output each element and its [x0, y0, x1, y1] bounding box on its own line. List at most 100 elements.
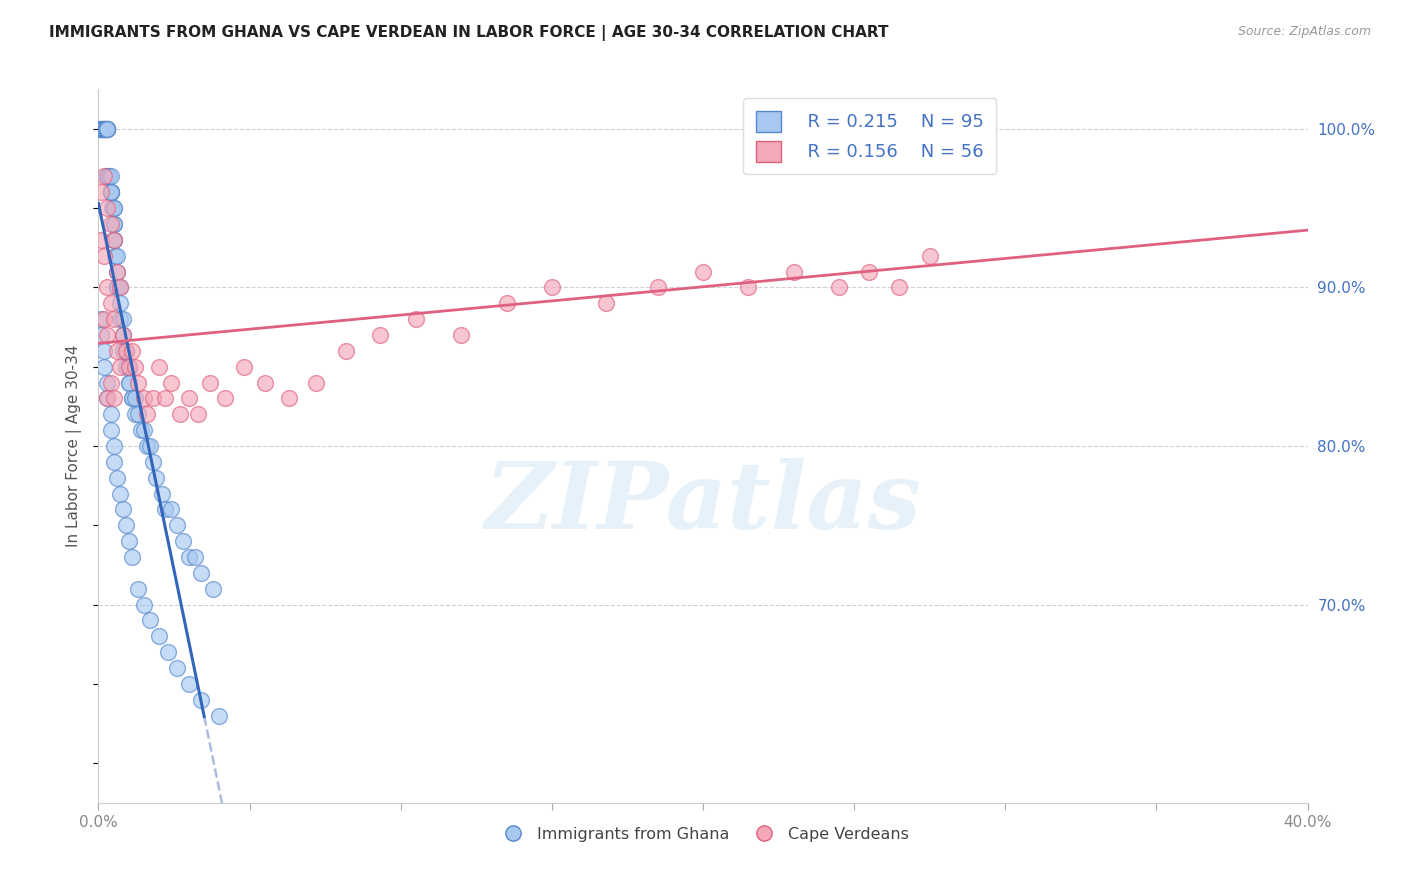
Point [208, 708, 231, 723]
Point [96, 169, 118, 184]
Point [114, 343, 136, 358]
Point [277, 392, 299, 406]
Point [169, 407, 191, 421]
Point [100, 407, 122, 421]
Point [103, 455, 125, 469]
Point [127, 376, 149, 390]
Point [100, 423, 122, 437]
Point [132, 423, 155, 437]
Text: ZIPatlas: ZIPatlas [485, 458, 921, 548]
Point [93, 121, 115, 136]
Point [111, 502, 134, 516]
Point [93, 359, 115, 374]
Point [253, 376, 276, 390]
Point [91, 121, 114, 136]
Point [93, 312, 115, 326]
Point [96, 121, 118, 136]
Point [540, 280, 562, 294]
Point [93, 249, 115, 263]
Point [737, 280, 759, 294]
Point [96, 376, 118, 390]
Point [103, 201, 125, 215]
Point [91, 121, 114, 136]
Point [172, 534, 194, 549]
Point [89, 121, 111, 136]
Point [93, 343, 115, 358]
Point [100, 169, 122, 184]
Point [103, 201, 125, 215]
Point [828, 280, 851, 294]
Point [187, 407, 209, 421]
Point [100, 186, 122, 200]
Point [160, 502, 183, 516]
Point [121, 549, 143, 564]
Point [783, 264, 806, 278]
Y-axis label: In Labor Force | Age 30-34: In Labor Force | Age 30-34 [66, 344, 83, 548]
Point [858, 264, 880, 278]
Point [96, 121, 118, 136]
Point [96, 201, 118, 215]
Point [90, 121, 112, 136]
Point [129, 423, 152, 437]
Point [368, 328, 391, 343]
Point [124, 407, 146, 421]
Point [98, 169, 121, 184]
Point [103, 439, 125, 453]
Point [160, 376, 183, 390]
Point [100, 186, 122, 200]
Point [139, 614, 162, 628]
Point [190, 566, 212, 580]
Point [90, 121, 112, 136]
Point [90, 186, 112, 200]
Point [148, 629, 170, 643]
Point [405, 312, 427, 326]
Point [153, 392, 176, 406]
Point [103, 233, 125, 247]
Point [132, 598, 155, 612]
Point [90, 121, 112, 136]
Point [232, 359, 254, 374]
Point [118, 359, 141, 374]
Text: Source: ZipAtlas.com: Source: ZipAtlas.com [1237, 25, 1371, 38]
Point [111, 312, 134, 326]
Point [96, 392, 118, 406]
Point [202, 582, 225, 596]
Point [132, 392, 155, 406]
Point [93, 121, 115, 136]
Point [111, 328, 134, 343]
Point [190, 692, 212, 706]
Point [145, 471, 167, 485]
Point [105, 280, 128, 294]
Point [96, 392, 118, 406]
Point [105, 264, 128, 278]
Point [121, 343, 143, 358]
Point [957, 121, 980, 136]
Point [96, 169, 118, 184]
Point [918, 249, 941, 263]
Point [118, 534, 141, 549]
Point [96, 169, 118, 184]
Point [90, 233, 112, 247]
Point [142, 455, 165, 469]
Point [647, 280, 669, 294]
Point [96, 121, 118, 136]
Point [127, 582, 149, 596]
Point [93, 121, 115, 136]
Point [166, 661, 188, 675]
Point [93, 169, 115, 184]
Point [135, 407, 157, 421]
Point [103, 392, 125, 406]
Point [111, 343, 134, 358]
Point [156, 645, 179, 659]
Point [94, 121, 117, 136]
Point [105, 264, 128, 278]
Point [305, 376, 328, 390]
Point [108, 280, 131, 294]
Point [105, 280, 128, 294]
Point [105, 471, 128, 485]
Point [450, 328, 472, 343]
Point [90, 328, 112, 343]
Point [200, 376, 222, 390]
Point [94, 121, 117, 136]
Point [184, 549, 207, 564]
